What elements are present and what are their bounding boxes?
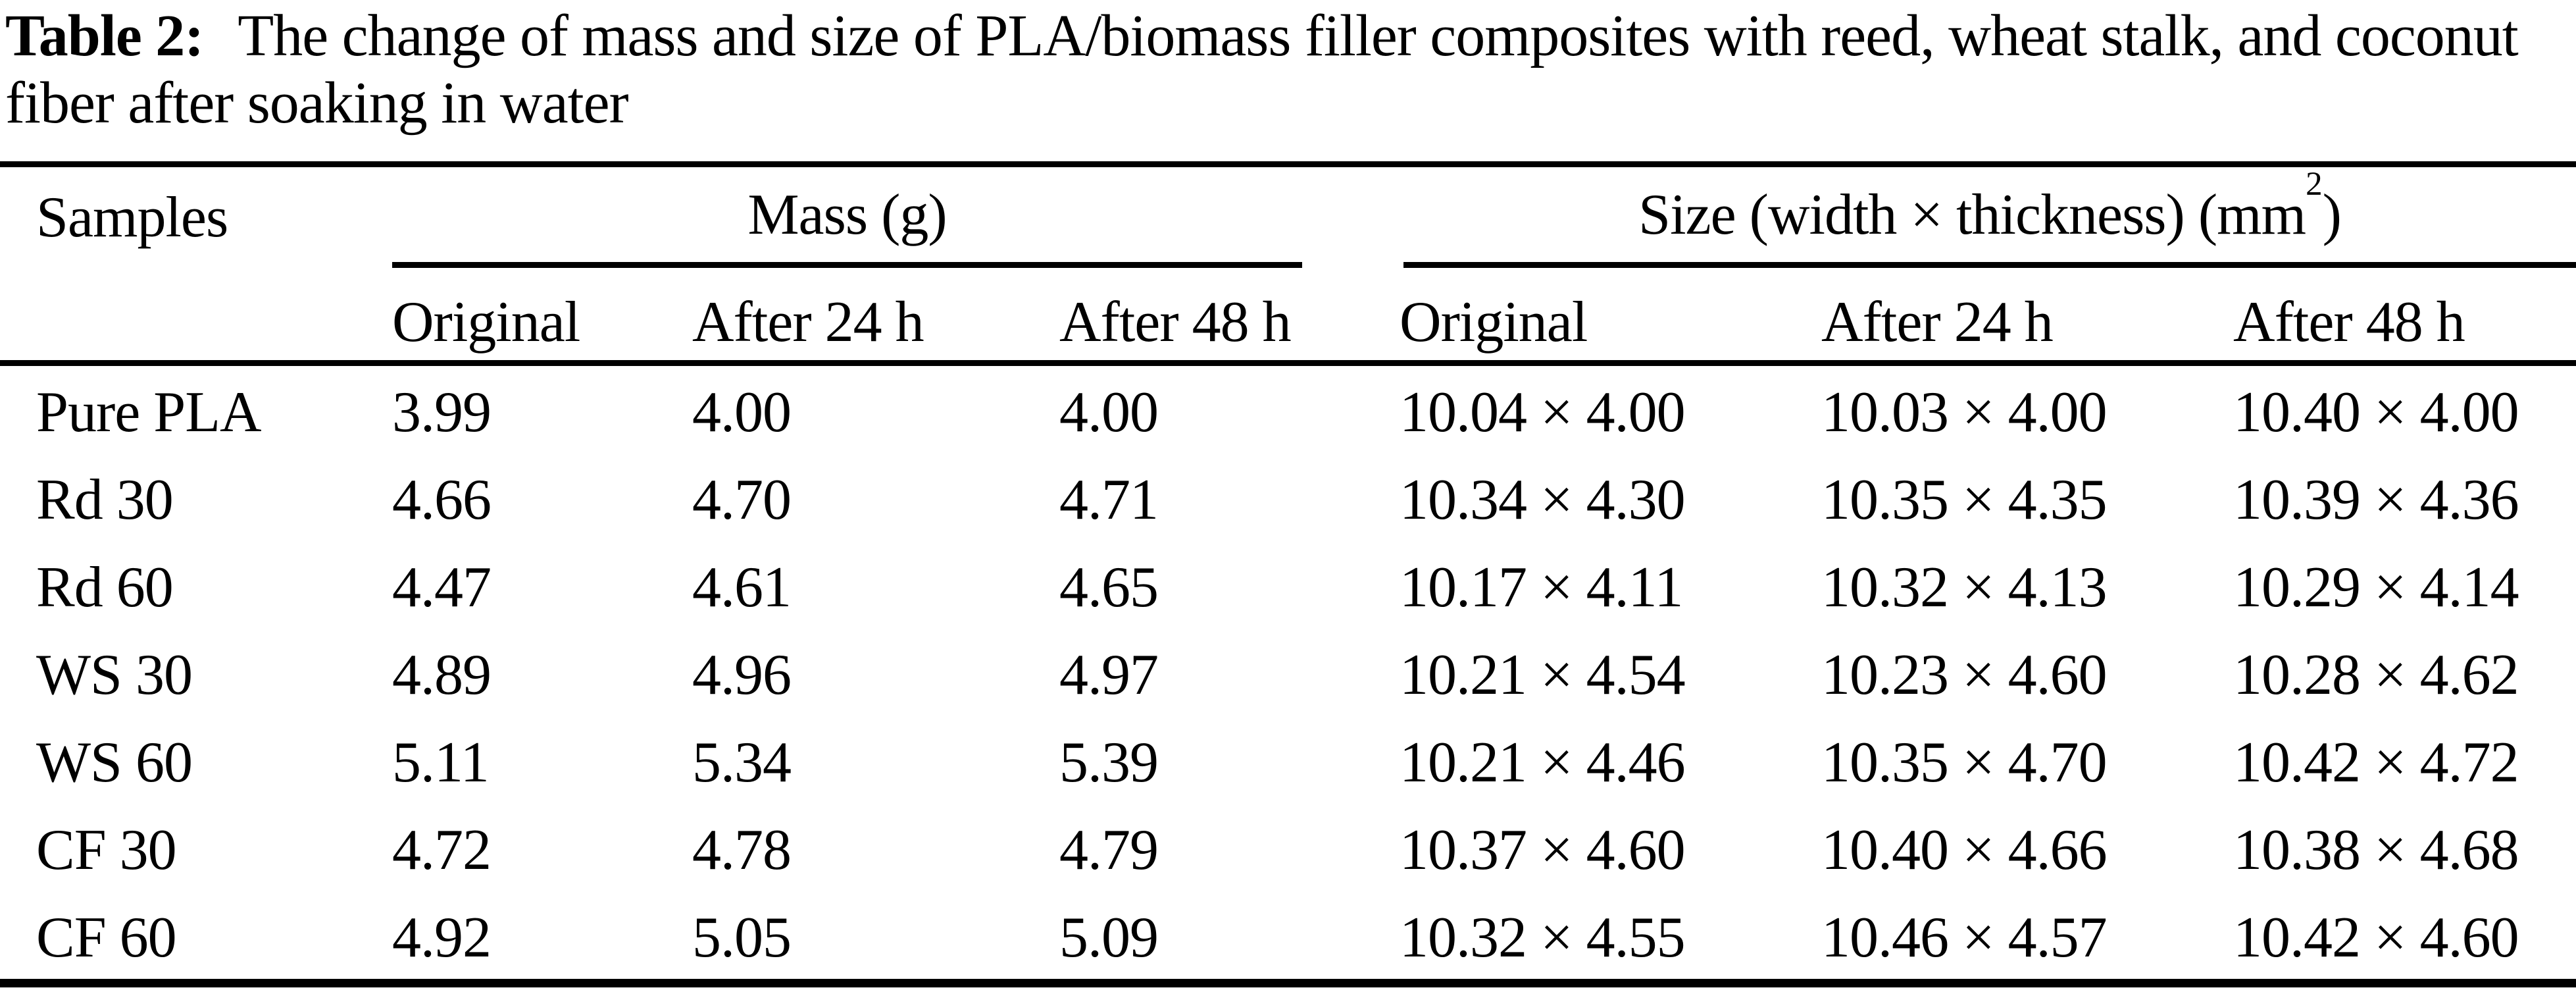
size-after-48h-cell: 10.42 × 4.60: [2220, 891, 2576, 987]
mass-after-48h-header: After 48 h: [1046, 268, 1387, 366]
sample-cell: Rd 60: [36, 556, 174, 619]
size-after-48h-cell: 10.38 × 4.68: [2233, 818, 2519, 882]
empty-header-cell: [0, 268, 379, 366]
caption-line-2: fiber after soaking in water: [5, 70, 2569, 137]
mass-original-cell: 3.99: [392, 380, 492, 444]
group-header-row: Samples Mass (g) Size (width × thickness…: [0, 165, 2576, 268]
mass-after-24h-cell: 4.70: [692, 468, 792, 532]
size-original-header: Original: [1386, 268, 1809, 366]
mass-after-48h-cell: 5.09: [1046, 891, 1387, 987]
sample-cell: CF 60: [0, 891, 379, 987]
mass-after-48h-cell: 4.71: [1059, 468, 1159, 532]
size-original-cell: 10.17 × 4.11: [1400, 556, 1683, 619]
mass-original-header: Original: [379, 268, 679, 366]
results-table: Samples Mass (g) Size (width × thickness…: [0, 161, 2576, 987]
mass-after-48h-cell: 4.79: [1059, 818, 1159, 882]
caption-text-line1: The change of mass and size of PLA/bioma…: [238, 3, 2519, 68]
size-after-24h-cell: 10.35 × 4.70: [1821, 731, 2108, 795]
sample-cell: CF 30: [36, 818, 177, 882]
caption-text-line2: fiber after soaking in water: [5, 70, 629, 136]
mass-after-48h-cell: 4.97: [1059, 643, 1159, 707]
mass-after-48h-cell: 4.00: [1059, 380, 1159, 444]
mass-after-48h-cell: 5.39: [1059, 731, 1159, 795]
size-after-24h-cell: 10.40 × 4.66: [1821, 818, 2108, 882]
size-original-cell: 10.34 × 4.30: [1400, 468, 1686, 532]
sample-cell: WS 60: [36, 731, 193, 795]
sample-cell: Pure PLA: [36, 380, 262, 444]
size-after-24h-cell: 10.46 × 4.57: [1808, 891, 2221, 987]
mass-after-24h-cell: 4.78: [692, 818, 792, 882]
mass-after-24h-header: After 24 h: [679, 268, 1046, 366]
mass-after-24h-cell: 5.05: [679, 891, 1046, 987]
size-after-48h-cell: 10.39 × 4.36: [2233, 468, 2519, 532]
mass-after-24h-cell: 4.96: [692, 643, 792, 707]
table-row: Pure PLA 3.99 4.00 4.00 10.04 × 4.00 10.…: [0, 363, 2576, 454]
table-row: WS 30 4.89 4.96 4.97 10.21 × 4.54 10.23 …: [0, 629, 2576, 716]
size-after-24h-header: After 24 h: [1808, 268, 2221, 366]
size-after-48h-cell: 10.28 × 4.62: [2233, 643, 2519, 707]
mass-original-cell: 4.47: [392, 556, 492, 619]
caption-line-1: Table 2: The change of mass and size of P…: [5, 3, 2569, 70]
mass-after-24h-cell: 4.00: [692, 380, 792, 444]
size-group-label-prefix: Size (width × thickness) (mm: [1638, 182, 2306, 247]
size-after-24h-cell: 10.32 × 4.13: [1821, 556, 2108, 619]
mass-after-24h-cell: 4.61: [692, 556, 792, 619]
size-original-cell: 10.21 × 4.54: [1400, 643, 1686, 707]
mass-after-24h-cell: 5.34: [692, 731, 792, 795]
size-after-24h-cell: 10.35 × 4.35: [1821, 468, 2108, 532]
table-body: Pure PLA 3.99 4.00 4.00 10.04 × 4.00 10.…: [0, 363, 2576, 987]
size-after-48h-cell: 10.42 × 4.72: [2233, 731, 2519, 795]
caption-label: Table 2:: [5, 3, 204, 68]
mass-group-label: Mass (g): [747, 182, 947, 247]
size-group-underline: Size (width × thickness) (mm2): [1403, 166, 2576, 268]
size-after-48h-cell: 10.29 × 4.14: [2233, 556, 2519, 619]
size-after-48h-cell: 10.40 × 4.00: [2233, 380, 2519, 444]
size-after-48h-header: After 48 h: [2220, 268, 2576, 366]
sample-cell: WS 30: [36, 643, 193, 707]
table-row: Rd 30 4.66 4.70 4.71 10.34 × 4.30 10.35 …: [0, 454, 2576, 541]
samples-column-header: Samples: [36, 186, 228, 249]
size-group-header-cell: Size (width × thickness) (mm2): [1386, 165, 2576, 268]
size-original-cell: 10.21 × 4.46: [1400, 731, 1686, 795]
table-row: CF 30 4.72 4.78 4.79 10.37 × 4.60 10.40 …: [0, 804, 2576, 891]
size-after-24h-cell: 10.23 × 4.60: [1821, 643, 2108, 707]
table-caption: Table 2: The change of mass and size of P…: [0, 0, 2576, 137]
mass-original-cell: 4.92: [379, 891, 679, 987]
mass-group-underline: Mass (g): [392, 167, 1303, 268]
size-original-cell: 10.37 × 4.60: [1400, 818, 1686, 882]
size-group-label-suffix: ): [2322, 182, 2342, 247]
mass-original-cell: 4.72: [392, 818, 492, 882]
table-row: WS 60 5.11 5.34 5.39 10.21 × 4.46 10.35 …: [0, 716, 2576, 804]
mass-original-cell: 4.66: [392, 468, 492, 532]
mass-original-cell: 5.11: [392, 731, 490, 795]
sub-header-row: Original After 24 h After 48 h Original …: [0, 268, 2576, 366]
size-original-cell: 10.32 × 4.55: [1386, 891, 1809, 987]
sample-cell: Rd 30: [36, 468, 174, 532]
size-after-24h-cell: 10.03 × 4.00: [1821, 380, 2108, 444]
table-row: Rd 60 4.47 4.61 4.65 10.17 × 4.11 10.32 …: [0, 541, 2576, 629]
size-group-label-superscript: 2: [2306, 166, 2323, 203]
table-row: CF 60 4.92 5.05 5.09 10.32 × 4.55 10.46 …: [0, 891, 2576, 987]
mass-original-cell: 4.89: [392, 643, 492, 707]
size-group-label: Size (width × thickness) (mm2): [1638, 166, 2342, 248]
size-original-cell: 10.04 × 4.00: [1400, 380, 1686, 444]
mass-after-48h-cell: 4.65: [1059, 556, 1159, 619]
mass-group-header-cell: Mass (g): [379, 165, 1386, 268]
